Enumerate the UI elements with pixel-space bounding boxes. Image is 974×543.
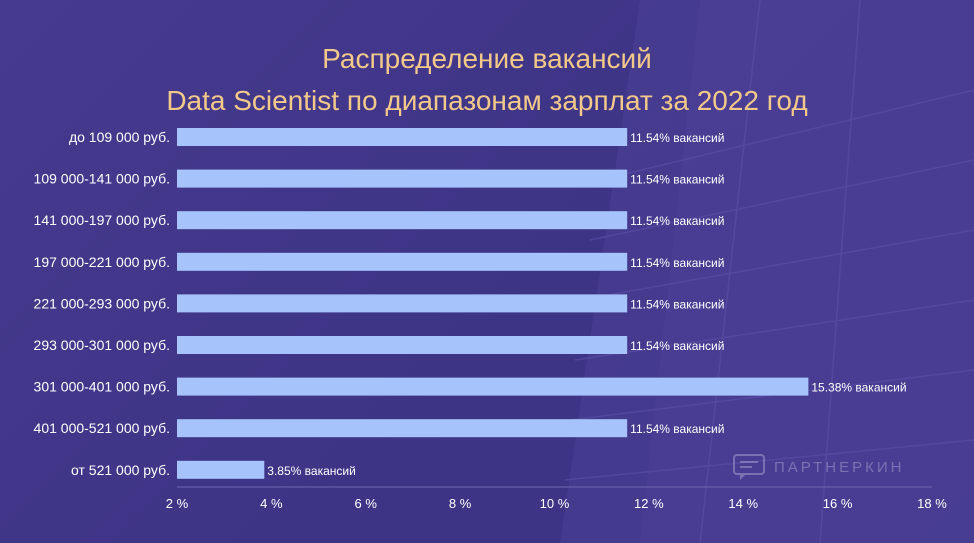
chart-title: Распределение вакансий Data Scientist по… [0,38,974,122]
chart-title-line-1: Распределение вакансий [322,43,652,74]
x-tick-label: 4 % [260,496,283,511]
bar [177,252,628,271]
x-tick-label: 6 % [355,496,378,511]
x-tick-label: 10 % [540,496,570,511]
data-label: 11.54% вакансий [630,422,724,436]
x-tick-label: 16 % [823,496,853,511]
watermark: ПАРТНЕРКИН [732,452,932,482]
bar [177,419,628,438]
chat-bubble-icon [733,454,765,480]
data-label: 11.54% вакансий [630,256,724,270]
category-label: до 109 000 руб. [69,129,170,145]
bar [177,294,628,313]
category-label: от 521 000 руб. [71,462,170,478]
bar [177,211,628,230]
data-label: 11.54% вакансий [630,339,724,353]
data-label: 15.38% вакансий [811,381,906,395]
category-label: 293 000-301 000 руб. [34,337,170,353]
x-tick-label: 12 % [634,496,664,511]
category-label: 197 000-221 000 руб. [34,254,170,270]
bar [177,128,628,146]
bar [177,460,265,479]
category-label: 221 000-293 000 руб. [34,295,170,311]
category-label: 109 000-141 000 руб. [34,171,170,187]
category-label: 301 000-401 000 руб. [34,379,170,395]
x-tick-label: 14 % [728,496,758,511]
category-label: 141 000-197 000 руб. [34,212,170,228]
data-label: 3.85% вакансий [267,464,356,478]
data-label: 11.54% вакансий [630,131,724,145]
x-tick-label: 2 % [166,496,189,511]
data-label: 11.54% вакансий [630,173,724,187]
watermark-text: ПАРТНЕРКИН [774,458,905,476]
category-label: 401 000-521 000 руб. [34,420,170,436]
x-tick-label: 8 % [449,496,472,511]
data-label: 11.54% вакансий [630,214,724,228]
x-tick-label: 18 % [917,496,947,511]
data-label: 11.54% вакансий [630,297,724,311]
bar [177,336,628,354]
bar [177,377,809,396]
chart-title-line-2: Data Scientist по диапазонам зарплат за … [166,85,808,116]
bar [177,169,628,188]
